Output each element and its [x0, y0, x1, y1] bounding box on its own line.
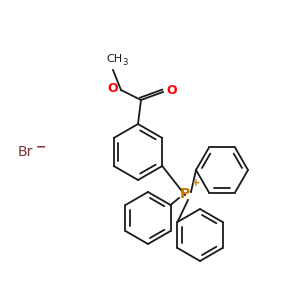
Text: O: O: [107, 82, 118, 95]
Text: +: +: [192, 178, 200, 188]
Text: O: O: [166, 85, 177, 98]
Text: CH: CH: [106, 54, 122, 64]
Text: Br: Br: [18, 145, 33, 159]
Text: −: −: [36, 140, 46, 154]
Text: P: P: [180, 187, 190, 201]
Text: 3: 3: [122, 58, 128, 67]
